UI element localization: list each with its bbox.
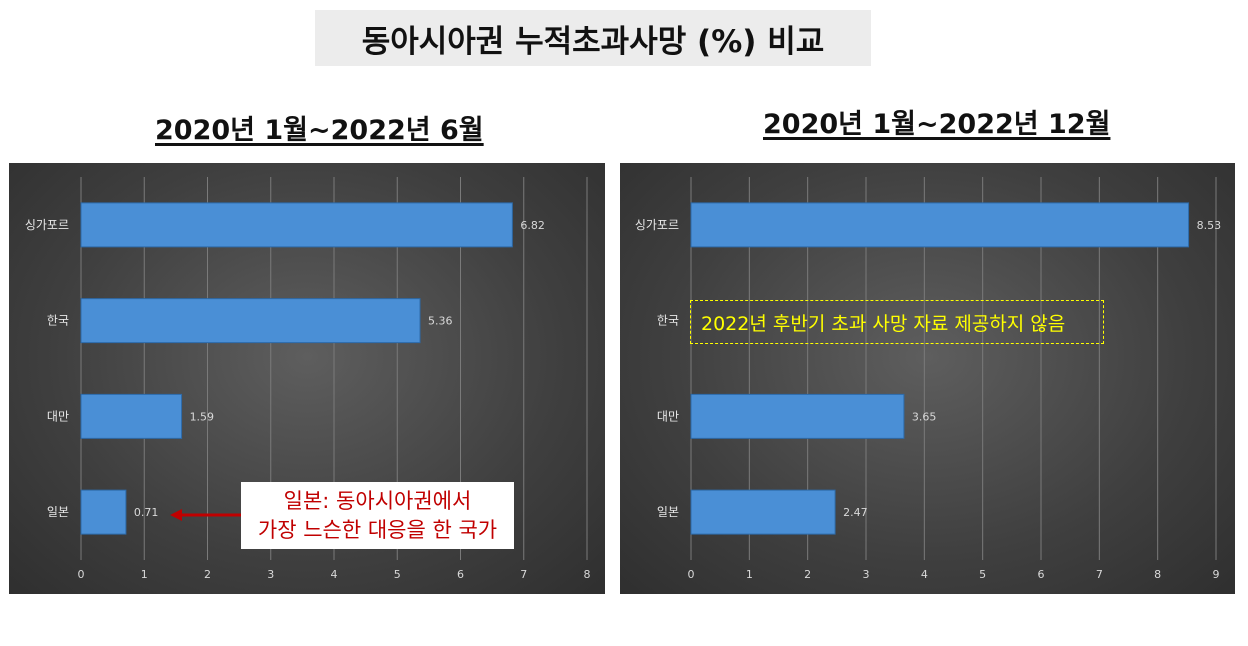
x-tick-label: 7 bbox=[520, 568, 527, 581]
callout-line-1: 일본: 동아시아권에서 bbox=[283, 488, 472, 513]
bar bbox=[690, 489, 836, 535]
main-title: 동아시아권 누적초과사망 (%) 비교 bbox=[315, 10, 871, 66]
x-tick-label: 0 bbox=[78, 568, 85, 581]
value-label: 6.82 bbox=[520, 219, 545, 232]
x-tick-label: 2 bbox=[204, 568, 211, 581]
bar bbox=[80, 393, 183, 439]
bar bbox=[80, 202, 513, 248]
x-tick-label: 2 bbox=[804, 568, 811, 581]
x-tick-label: 1 bbox=[746, 568, 753, 581]
no-data-note: 2022년 후반기 초과 사망 자료 제공하지 않음 bbox=[690, 300, 1104, 344]
x-tick-label: 6 bbox=[1038, 568, 1045, 581]
x-tick-label: 8 bbox=[1154, 568, 1161, 581]
japan-callout: 일본: 동아시아권에서 가장 느슨한 대응을 한 국가 bbox=[241, 482, 514, 549]
category-label: 대만 bbox=[657, 409, 679, 423]
x-tick-label: 4 bbox=[921, 568, 928, 581]
x-tick-label: 5 bbox=[979, 568, 986, 581]
category-label: 한국 bbox=[47, 314, 69, 328]
category-label: 싱가포르 bbox=[25, 218, 69, 232]
callout-arrow-icon bbox=[170, 509, 241, 521]
value-label: 0.71 bbox=[134, 506, 159, 519]
x-tick-label: 4 bbox=[331, 568, 338, 581]
right-chart-title: 2020년 1월~2022년 12월 bbox=[763, 109, 1111, 140]
value-label: 1.59 bbox=[190, 410, 215, 423]
category-label: 일본 bbox=[47, 505, 69, 519]
bar bbox=[80, 298, 421, 344]
left-chart-title: 2020년 1월~2022년 6월 bbox=[155, 115, 484, 146]
x-tick-label: 9 bbox=[1213, 568, 1220, 581]
category-label: 일본 bbox=[657, 505, 679, 519]
x-tick-label: 5 bbox=[394, 568, 401, 581]
left-chart-svg: 0 1 2 3 4 5 6 7 8 싱가포르 6.82 한국 5.36 대만 1.59 일본 0.71 bbox=[25, 177, 591, 581]
x-tick-label: 7 bbox=[1096, 568, 1103, 581]
x-tick-label: 0 bbox=[688, 568, 695, 581]
value-label: 3.65 bbox=[912, 410, 937, 423]
bar bbox=[80, 489, 127, 535]
value-label: 2.47 bbox=[843, 506, 868, 519]
x-tick-label: 8 bbox=[584, 568, 591, 581]
value-label: 5.36 bbox=[428, 315, 453, 328]
value-label: 8.53 bbox=[1197, 219, 1222, 232]
bar bbox=[690, 393, 905, 439]
category-label: 싱가포르 bbox=[635, 218, 679, 232]
x-tick-label: 1 bbox=[141, 568, 148, 581]
x-tick-label: 3 bbox=[863, 568, 870, 581]
category-label: 한국 bbox=[657, 314, 679, 328]
x-tick-label: 6 bbox=[457, 568, 464, 581]
bar bbox=[690, 202, 1190, 248]
x-tick-label: 3 bbox=[267, 568, 274, 581]
callout-line-2: 가장 느슨한 대응을 한 국가 bbox=[257, 517, 498, 542]
category-label: 대만 bbox=[47, 409, 69, 423]
